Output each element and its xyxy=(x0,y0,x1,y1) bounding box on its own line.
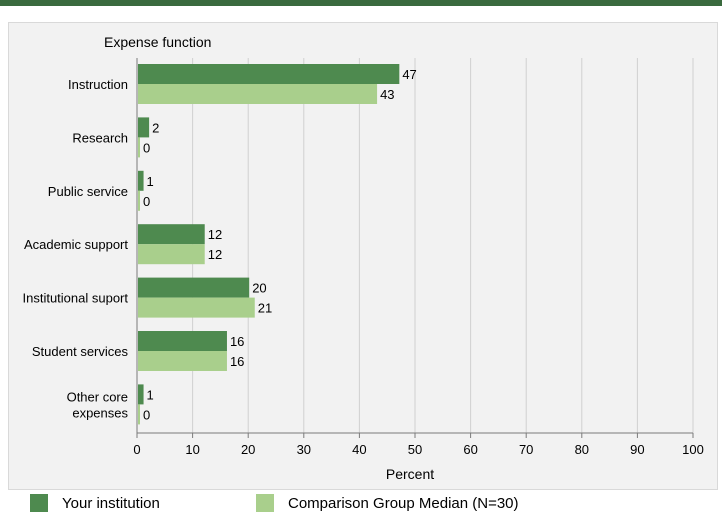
data-label: 47 xyxy=(402,67,416,82)
bar xyxy=(138,137,140,158)
bar xyxy=(138,404,140,425)
legend-label-your-institution: Your institution xyxy=(62,494,160,512)
x-tick-label: 90 xyxy=(630,442,644,457)
category-axis-title: Expense function xyxy=(104,34,211,50)
bar xyxy=(138,297,255,318)
x-tick-label: 30 xyxy=(297,442,311,457)
data-label: 1 xyxy=(147,387,154,402)
bar xyxy=(138,190,140,211)
legend-label-comparison-median: Comparison Group Median (N=30) xyxy=(288,494,519,512)
data-label: 0 xyxy=(143,407,150,422)
category-label: Academic support xyxy=(24,237,128,252)
data-label: 16 xyxy=(230,354,244,369)
bar xyxy=(138,277,250,298)
x-tick-label: 40 xyxy=(352,442,366,457)
header-accent-bar xyxy=(0,0,722,6)
data-label: 43 xyxy=(380,87,394,102)
bar xyxy=(138,64,400,84)
data-label: 0 xyxy=(143,140,150,155)
legend-item-comparison-median: Comparison Group Median (N=30) xyxy=(256,494,519,512)
category-label: Student services xyxy=(32,344,129,359)
bar xyxy=(138,384,144,405)
legend-item-your-institution: Your institution xyxy=(30,494,160,512)
data-label: 12 xyxy=(208,247,222,262)
x-tick-label: 10 xyxy=(185,442,199,457)
data-label: 12 xyxy=(208,227,222,242)
category-label: Instruction xyxy=(68,77,128,92)
data-label: 0 xyxy=(143,194,150,209)
bar xyxy=(138,117,150,138)
data-label: 2 xyxy=(152,120,159,135)
legend-swatch-your-institution xyxy=(30,494,48,512)
data-label: 1 xyxy=(147,174,154,189)
bar xyxy=(138,331,227,351)
data-label: 20 xyxy=(252,281,266,296)
x-tick-label: 50 xyxy=(408,442,422,457)
category-label: Research xyxy=(72,130,128,145)
bar xyxy=(138,224,205,245)
bar xyxy=(138,244,205,265)
chart-legend: Your institution Comparison Group Median… xyxy=(0,494,722,516)
x-axis-title: Percent xyxy=(386,466,434,482)
bar xyxy=(138,84,378,104)
x-tick-label: 70 xyxy=(519,442,533,457)
bar xyxy=(138,170,144,191)
x-tick-label: 0 xyxy=(133,442,140,457)
category-label: Public service xyxy=(48,184,128,199)
x-tick-label: 80 xyxy=(575,442,589,457)
x-tick-label: 60 xyxy=(463,442,477,457)
category-label: Other core xyxy=(67,389,128,404)
category-label: Institutional suport xyxy=(22,291,128,306)
data-label: 21 xyxy=(258,301,272,316)
data-label: 16 xyxy=(230,334,244,349)
x-tick-label: 20 xyxy=(241,442,255,457)
legend-swatch-comparison-median xyxy=(256,494,274,512)
x-tick-label: 100 xyxy=(682,442,704,457)
bar xyxy=(138,351,227,371)
category-label: expenses xyxy=(72,405,128,420)
